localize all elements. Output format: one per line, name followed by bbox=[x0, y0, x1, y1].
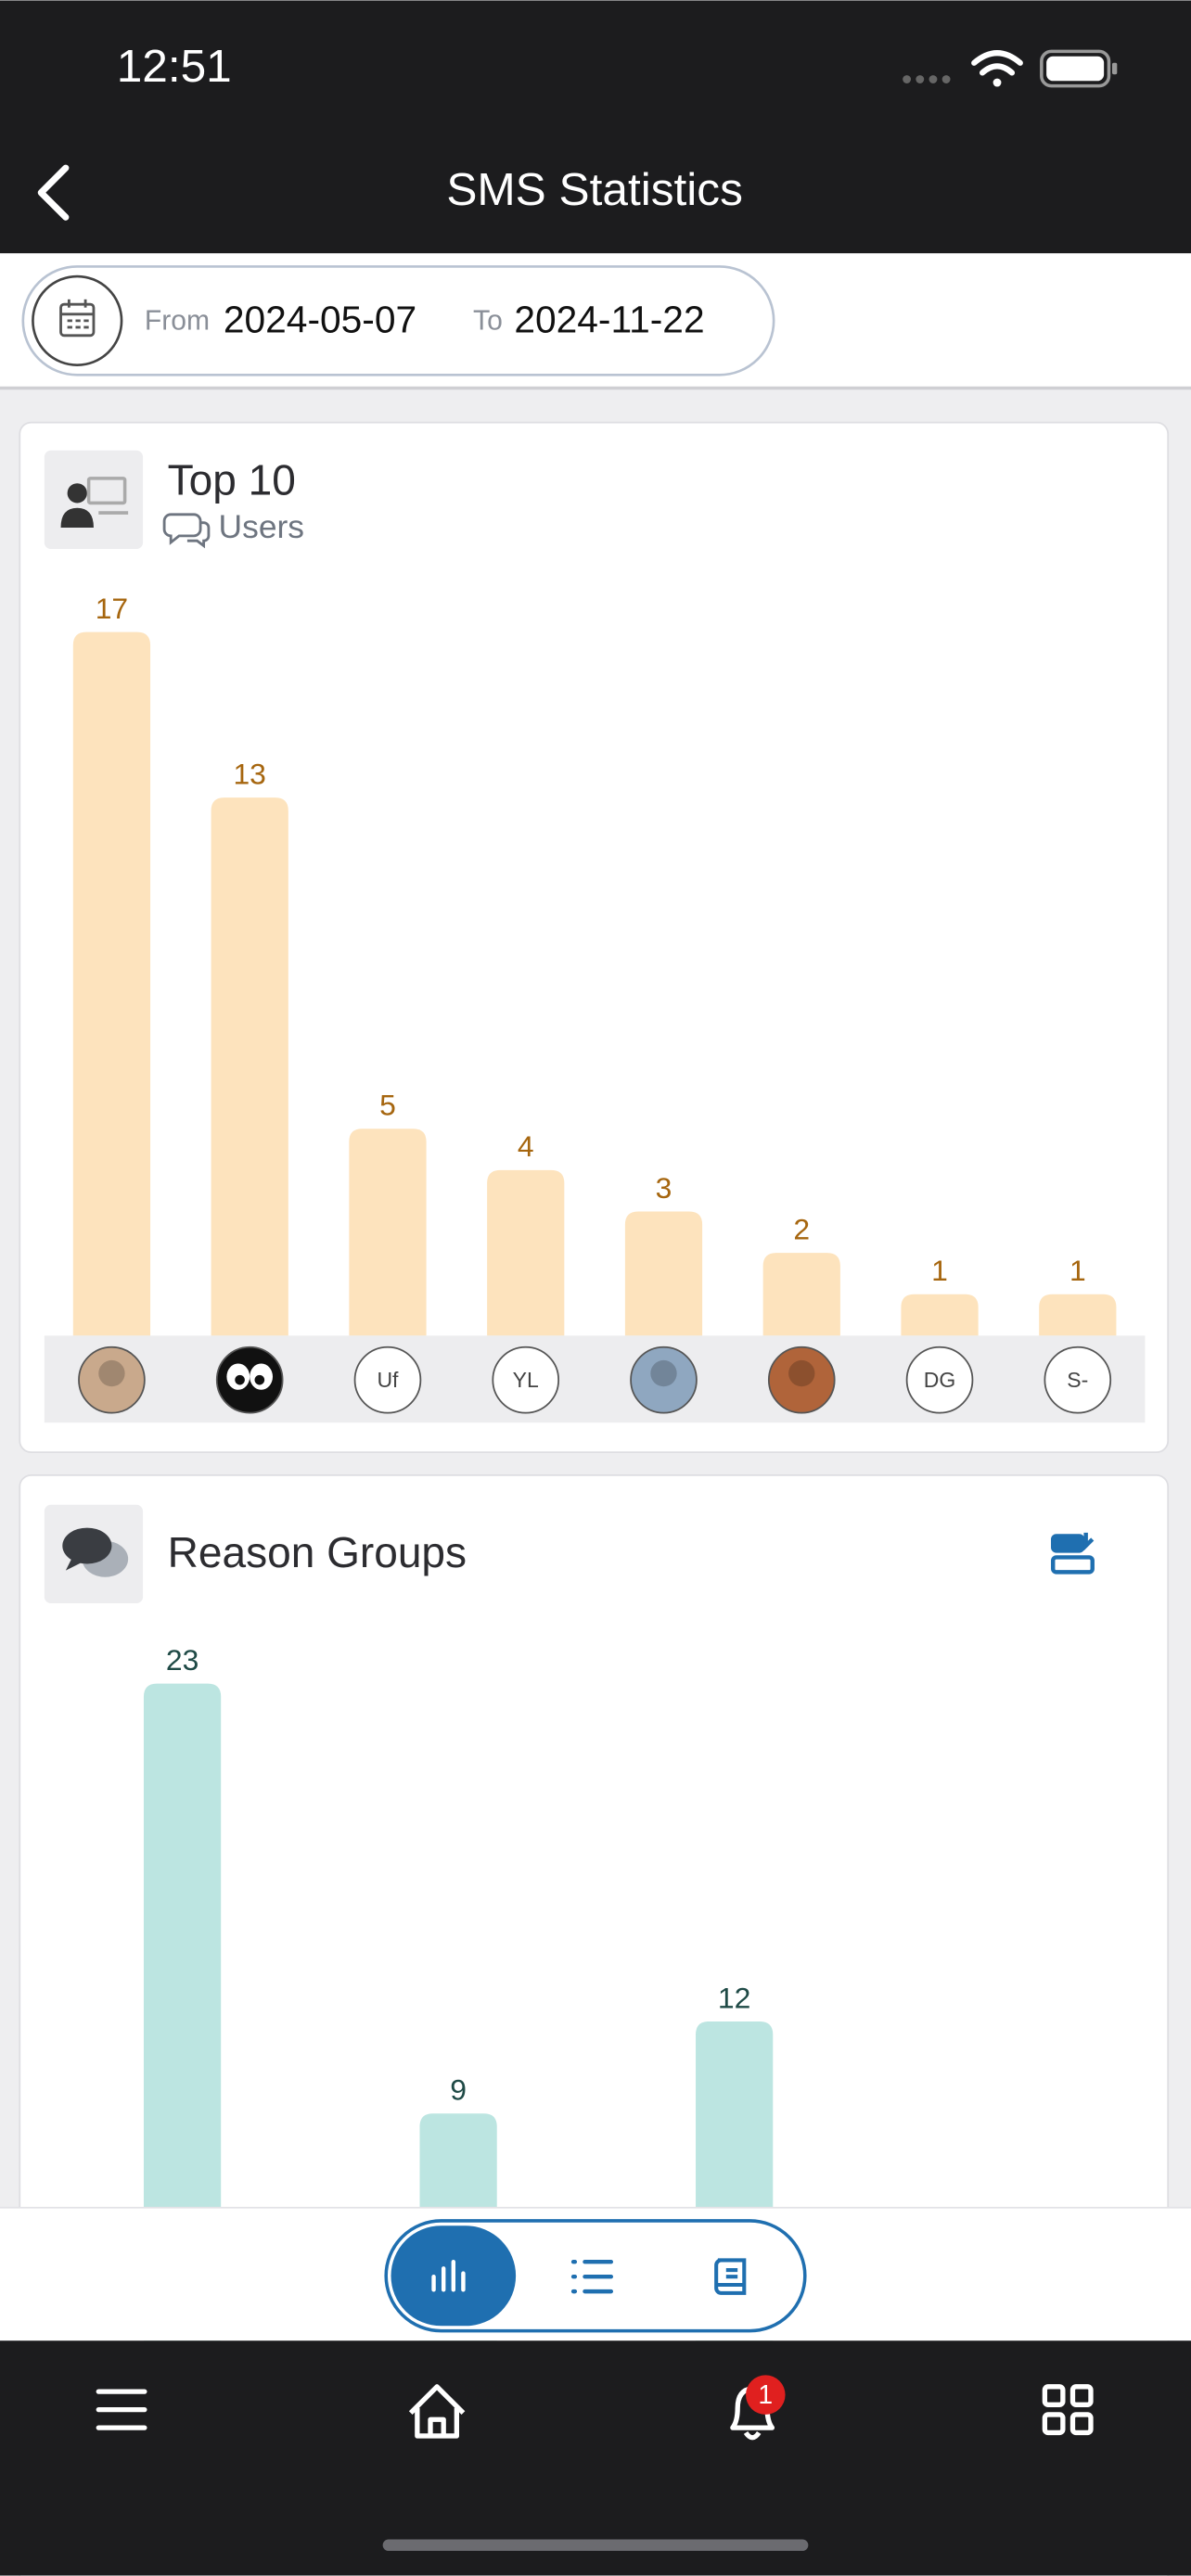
avatar-detail bbox=[788, 1359, 815, 1387]
to-date: 2024-11-22 bbox=[514, 298, 704, 340]
bar bbox=[762, 1253, 840, 1336]
badge-count: 1 bbox=[758, 2380, 773, 2410]
chart-title: Top 10 bbox=[168, 455, 296, 504]
avatar bbox=[767, 1345, 836, 1414]
avatar-initials: S- bbox=[1067, 1368, 1088, 1392]
avatar-detail bbox=[650, 1359, 677, 1387]
from-date: 2024-05-07 bbox=[224, 298, 416, 340]
signal bbox=[903, 75, 951, 83]
wifi bbox=[971, 50, 1023, 87]
avatar-pupil bbox=[254, 1374, 265, 1385]
avatar-detail bbox=[98, 1359, 125, 1387]
avatar bbox=[905, 1345, 974, 1414]
avatar-initials: Uf bbox=[377, 1368, 399, 1392]
value-label: 5 bbox=[379, 1089, 396, 1122]
to-label: To bbox=[473, 306, 503, 337]
toggle-view-button[interactable] bbox=[1051, 1532, 1095, 1575]
chart-title: Reason Groups bbox=[168, 1528, 467, 1576]
battery bbox=[1040, 49, 1118, 88]
header-title: SMS Statistics bbox=[446, 163, 743, 215]
status-time: 12:51 bbox=[117, 40, 232, 92]
avatar bbox=[215, 1345, 284, 1414]
bar bbox=[349, 1129, 427, 1336]
chart-subtitle: Users bbox=[219, 508, 304, 545]
value-label: 1 bbox=[931, 1254, 948, 1287]
users-icon bbox=[60, 477, 129, 529]
home-indicator bbox=[382, 2539, 809, 2551]
calendar-icon bbox=[59, 299, 96, 338]
avatar bbox=[492, 1345, 560, 1414]
avatar bbox=[353, 1345, 422, 1414]
value-label: 3 bbox=[656, 1171, 672, 1205]
bottom-nav bbox=[0, 2340, 1191, 2576]
value-label: 17 bbox=[96, 592, 128, 625]
value-label: 1 bbox=[1069, 1254, 1086, 1287]
bar bbox=[1039, 1294, 1117, 1336]
avatar bbox=[630, 1345, 698, 1414]
avatar-strip bbox=[44, 1335, 1146, 1423]
value-label: 9 bbox=[450, 2073, 467, 2107]
from-label: From bbox=[145, 306, 210, 337]
value-label: 2 bbox=[793, 1212, 810, 1245]
badge bbox=[746, 2375, 786, 2415]
value-label: 12 bbox=[718, 1981, 750, 2014]
avatar bbox=[1044, 1345, 1112, 1414]
avatar-initials: DG bbox=[924, 1368, 956, 1392]
chart: 17 13 5 4 3 2 1 1 Uf YL DG S- bbox=[44, 592, 1146, 1423]
book-view-tab[interactable] bbox=[714, 2258, 747, 2295]
value-label: 4 bbox=[518, 1129, 534, 1163]
chat-icon bbox=[162, 513, 211, 549]
bar bbox=[72, 631, 151, 1336]
avatar bbox=[78, 1345, 146, 1414]
apps-button[interactable] bbox=[1042, 2384, 1094, 2436]
avatar-pupil bbox=[235, 1374, 245, 1385]
bar bbox=[624, 1211, 703, 1336]
date-pill[interactable] bbox=[21, 265, 775, 376]
back-button[interactable] bbox=[37, 164, 70, 221]
value-label: 23 bbox=[166, 1643, 198, 1677]
bar bbox=[901, 1294, 979, 1336]
menu-button[interactable] bbox=[96, 2389, 147, 2430]
avatar-initials: YL bbox=[513, 1368, 539, 1392]
home-button[interactable] bbox=[408, 2384, 466, 2439]
reasons-icon bbox=[62, 1527, 129, 1577]
bar-chart-icon bbox=[431, 2260, 466, 2292]
value-label: 13 bbox=[233, 758, 265, 791]
bar bbox=[211, 797, 288, 1336]
card-icon-box bbox=[44, 450, 144, 550]
bar bbox=[487, 1169, 565, 1336]
top-bar bbox=[0, 0, 1191, 254]
card bbox=[19, 421, 1170, 1453]
list-view-tab[interactable] bbox=[570, 2260, 614, 2294]
